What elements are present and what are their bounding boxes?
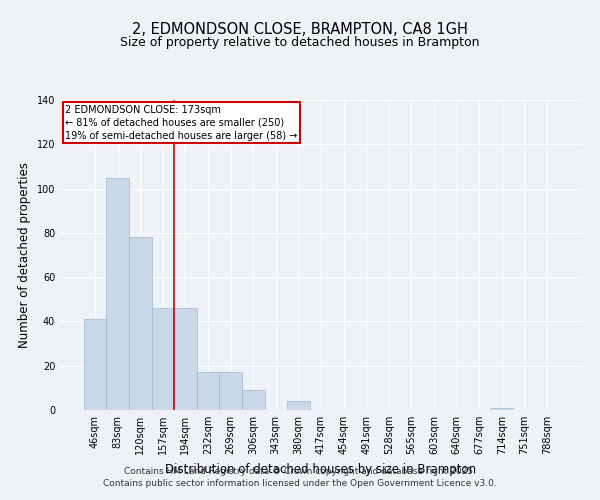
Text: Contains HM Land Registry data © Crown copyright and database right 2025.
Contai: Contains HM Land Registry data © Crown c…	[103, 466, 497, 487]
Text: 2, EDMONDSON CLOSE, BRAMPTON, CA8 1GH: 2, EDMONDSON CLOSE, BRAMPTON, CA8 1GH	[132, 22, 468, 38]
Text: Size of property relative to detached houses in Brampton: Size of property relative to detached ho…	[120, 36, 480, 49]
Bar	[220, 372, 242, 410]
Bar	[106, 178, 129, 410]
Bar	[287, 401, 310, 410]
Bar	[242, 390, 265, 410]
Text: 2 EDMONDSON CLOSE: 173sqm
← 81% of detached houses are smaller (250)
19% of semi: 2 EDMONDSON CLOSE: 173sqm ← 81% of detac…	[65, 104, 298, 141]
Bar	[84, 319, 106, 410]
Bar	[490, 408, 513, 410]
Bar	[152, 308, 174, 410]
Bar	[174, 308, 197, 410]
Bar	[197, 372, 220, 410]
X-axis label: Distribution of detached houses by size in Brampton: Distribution of detached houses by size …	[166, 462, 476, 475]
Y-axis label: Number of detached properties: Number of detached properties	[18, 162, 31, 348]
Bar	[129, 238, 152, 410]
